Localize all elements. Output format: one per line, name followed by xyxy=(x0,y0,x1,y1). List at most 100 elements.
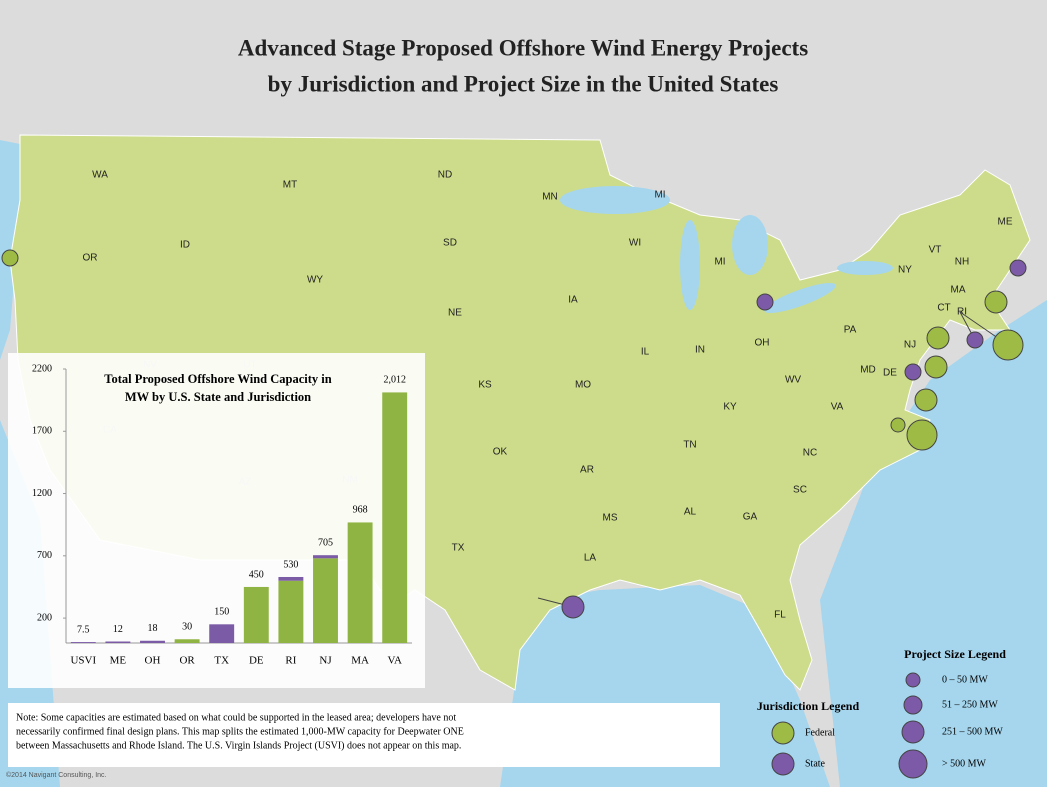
copyright: ©2014 Navigant Consulting, Inc. xyxy=(6,771,107,779)
note-line: necessarily confirmed final design plans… xyxy=(16,726,464,737)
legend-title: Project Size Legend xyxy=(904,647,1006,661)
x-tick-label: OR xyxy=(179,655,195,667)
bar-segment xyxy=(382,392,408,643)
x-tick-label: OH xyxy=(145,655,161,667)
total-label: 150 xyxy=(214,607,229,618)
bar-segment xyxy=(313,555,338,559)
x-tick-label: ME xyxy=(110,655,127,667)
note-line: Note: Some capacities are estimated base… xyxy=(16,712,456,723)
inset-chart: Total Proposed Offshore Wind Capacity in… xyxy=(32,363,412,667)
state-label: VA xyxy=(831,402,844,413)
legend-label: 251 – 500 MW xyxy=(942,726,1003,737)
bar-segment xyxy=(70,642,96,643)
lake-erie xyxy=(764,282,836,314)
state-label: SD xyxy=(443,238,457,249)
lake-ontario xyxy=(837,261,893,275)
state-label: KS xyxy=(478,380,492,391)
state-label: MN xyxy=(542,192,558,203)
state-project xyxy=(904,363,922,381)
legend-label: 0 – 50 MW xyxy=(942,674,988,685)
total-label: 2,012 xyxy=(383,375,406,386)
legend-label: Federal xyxy=(805,727,835,738)
state-label: MI xyxy=(714,257,725,268)
note-panel xyxy=(8,703,720,767)
state-label: NE xyxy=(448,308,462,319)
y-tick-label: 1700 xyxy=(32,426,52,437)
y-tick-label: 700 xyxy=(37,550,52,561)
chart-title: Total Proposed Offshore Wind Capacity in xyxy=(104,372,332,386)
great-lakes xyxy=(560,186,893,314)
state-label: OK xyxy=(493,447,508,458)
state-label: NY xyxy=(898,265,912,276)
state-project xyxy=(756,293,774,311)
x-tick-label: DE xyxy=(249,655,264,667)
state-label: WV xyxy=(785,375,801,386)
total-label: 18 xyxy=(148,623,158,634)
state-label: MO xyxy=(575,380,591,391)
total-label: 30 xyxy=(182,622,192,633)
legend-symbol xyxy=(903,695,923,715)
federal-project xyxy=(906,419,938,451)
project-markers xyxy=(1,249,1027,619)
legend-symbol xyxy=(905,672,921,688)
total-label: 450 xyxy=(249,569,264,580)
x-tick-label: NJ xyxy=(319,655,332,667)
bar-segment xyxy=(140,640,165,643)
legend-label: State xyxy=(805,758,826,769)
state-label: PA xyxy=(844,325,857,336)
state-project xyxy=(966,331,984,349)
state-label: NC xyxy=(803,448,817,459)
state-label: MT xyxy=(283,180,297,191)
legend-symbol xyxy=(771,721,795,745)
state-label: WY xyxy=(307,275,323,286)
total-label: 12 xyxy=(113,624,123,635)
state-label: MD xyxy=(860,365,876,376)
state-label: IA xyxy=(568,295,578,306)
state-label: AR xyxy=(580,465,594,476)
bar-segment xyxy=(313,558,338,643)
size-legend: Project Size Legend 0 – 50 MW 51 – 250 M… xyxy=(898,647,1006,779)
lake-superior xyxy=(560,186,670,214)
state-project xyxy=(1009,259,1027,277)
state-label: MS xyxy=(603,513,618,524)
bar-segment xyxy=(278,580,304,643)
state-label: IN xyxy=(695,345,705,356)
state-label: DE xyxy=(883,368,897,379)
x-tick-label: RI xyxy=(285,655,296,667)
ocean xyxy=(0,140,1047,787)
federal-project xyxy=(1,249,19,267)
y-tick-label: 200 xyxy=(37,612,52,623)
x-tick-label: USVI xyxy=(70,655,96,667)
state-label: IL xyxy=(641,347,650,358)
state-label: TX xyxy=(452,543,465,554)
state-label: MI xyxy=(654,190,665,201)
federal-project xyxy=(992,329,1024,361)
federal-project xyxy=(926,326,950,350)
state-label: KY xyxy=(723,402,737,413)
state-label: ND xyxy=(438,170,452,181)
state-label: MA xyxy=(951,285,966,296)
x-tick-label: TX xyxy=(214,655,229,667)
state-project xyxy=(561,595,585,619)
x-tick-label: MA xyxy=(351,655,369,667)
state-label: NJ xyxy=(904,340,916,351)
legend-label: 51 – 250 MW xyxy=(942,699,998,710)
state-label: WI xyxy=(629,238,641,249)
lake-huron xyxy=(732,215,768,275)
legend-symbol xyxy=(771,752,795,776)
bar-segment xyxy=(243,586,269,643)
bar-segment xyxy=(278,576,304,581)
legend-symbol xyxy=(898,749,928,779)
state-label: TN xyxy=(683,440,696,451)
state-label: OH xyxy=(755,338,770,349)
federal-project xyxy=(914,388,938,412)
state-label: ME xyxy=(998,217,1013,228)
note-line: between Massachusetts and Rhode Island. … xyxy=(16,740,461,751)
jurisdiction-legend: Jurisdiction Legend Federal State xyxy=(757,699,859,776)
state-label: LA xyxy=(584,553,597,564)
state-label: SC xyxy=(793,485,807,496)
total-label: 7.5 xyxy=(77,624,90,635)
federal-project xyxy=(890,417,906,433)
